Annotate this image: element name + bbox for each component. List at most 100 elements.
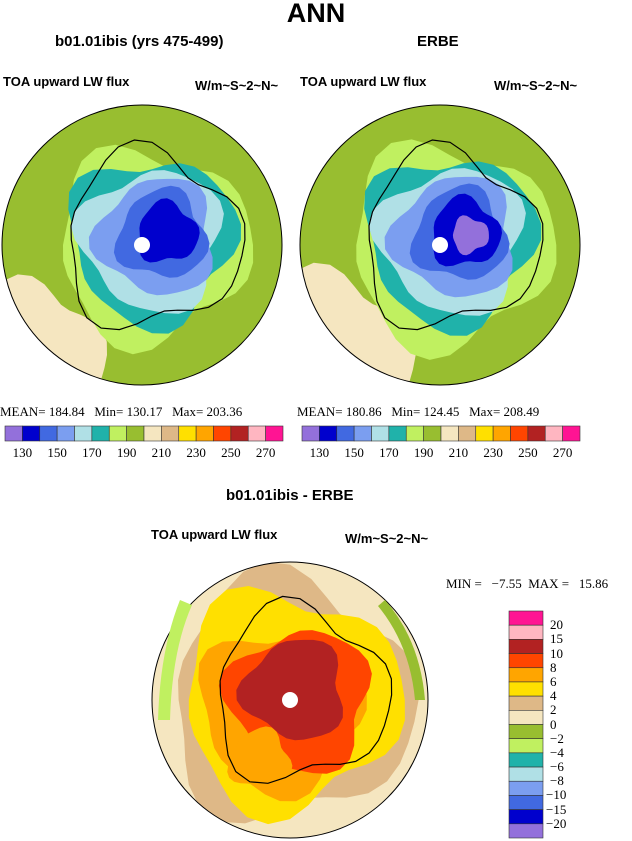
contour-region bbox=[139, 198, 200, 263]
colorbar-obs-box bbox=[371, 425, 390, 442]
contour-region bbox=[452, 215, 489, 256]
colorbar-tick-label: 170 bbox=[379, 445, 399, 460]
colorbar-tick-label: 130 bbox=[309, 445, 330, 460]
colorbar-model-box bbox=[265, 425, 284, 442]
colorbar-model-box bbox=[56, 425, 75, 442]
diff-title: b01.01ibis - ERBE bbox=[226, 487, 354, 504]
variable-label-obs: TOA upward LW flux bbox=[300, 74, 427, 89]
colorbar-tick-label: 250 bbox=[221, 445, 241, 460]
colorbar-obs-box bbox=[562, 425, 581, 442]
contour-region bbox=[236, 639, 343, 741]
colorbar-diff-box bbox=[508, 610, 544, 626]
colorbar-model-box bbox=[247, 425, 266, 442]
stats-model: MEAN= 184.84 Min= 130.17 Max= 203.36 bbox=[0, 404, 243, 419]
colorbar-tick-label: 4 bbox=[550, 688, 557, 704]
colorbar-model-box bbox=[126, 425, 145, 442]
pole-marker bbox=[282, 692, 298, 708]
colorbar-model-box bbox=[91, 425, 110, 442]
colorbar-tick-label: 6 bbox=[550, 673, 557, 689]
negative-band bbox=[158, 600, 192, 720]
colorbar-tick-label: 150 bbox=[344, 445, 364, 460]
colorbar-diff-box bbox=[508, 710, 544, 725]
colorbar-obs-box bbox=[319, 425, 338, 442]
map-field bbox=[2, 105, 282, 385]
colorbar-tick-label: −6 bbox=[550, 759, 564, 775]
colorbar-diff-box bbox=[508, 724, 544, 739]
colorbar-tick-label: 210 bbox=[448, 445, 469, 460]
map-border bbox=[299, 104, 581, 386]
colorbar-obs-box bbox=[475, 425, 494, 442]
panel-title-model: b01.01ibis (yrs 475-499) bbox=[55, 33, 224, 50]
pole-marker bbox=[432, 237, 448, 253]
colorbar-diff-box bbox=[508, 780, 544, 796]
colorbar-obs-box bbox=[388, 425, 407, 442]
colorbar-obs-box bbox=[336, 425, 355, 442]
colorbar-tick-label: 10 bbox=[550, 645, 563, 661]
colorbar-tick-label: 170 bbox=[82, 445, 102, 460]
colorbar-tick-label: 190 bbox=[413, 445, 434, 460]
colorbar-tick-label: 230 bbox=[483, 445, 503, 460]
colorbar-tick-label: −20 bbox=[546, 815, 567, 831]
colorbar-model-box bbox=[213, 425, 232, 442]
colorbar-obs-box bbox=[527, 425, 546, 442]
colorbar-tick-label: 20 bbox=[550, 617, 563, 633]
colorbar-obs-box bbox=[405, 425, 424, 442]
colorbar-obs-box bbox=[353, 425, 372, 442]
diff-edge-bands bbox=[158, 600, 425, 720]
colorbar-tick-label: 0 bbox=[550, 716, 557, 732]
colorbar-diff-box bbox=[508, 653, 544, 669]
diff-variable-label: TOA upward LW flux bbox=[151, 527, 278, 542]
colorbar-tick-label: 190 bbox=[116, 445, 137, 460]
colorbar-model-box bbox=[230, 425, 249, 442]
colorbar-diff-box bbox=[508, 639, 544, 654]
colorbar-obs-box bbox=[440, 425, 459, 442]
colorbar-obs-box bbox=[301, 425, 320, 442]
contour-region bbox=[227, 726, 293, 790]
map-border bbox=[151, 561, 429, 839]
colorbar-model-box bbox=[39, 425, 58, 442]
colorbar-diff-box bbox=[508, 823, 544, 839]
colorbar-model-box bbox=[108, 425, 127, 442]
diff-stats: MIN = −7.55 MAX = 15.86 bbox=[446, 576, 609, 591]
colorbar-model-box bbox=[74, 425, 93, 442]
figure-title: ANN bbox=[286, 0, 346, 28]
colorbar-model-box bbox=[143, 425, 162, 442]
colorbar-tick-label: −10 bbox=[546, 787, 567, 803]
colorbar-tick-label: 270 bbox=[552, 445, 573, 460]
colorbar-tick-label: 15 bbox=[550, 631, 563, 647]
colorbar-diff-box bbox=[508, 624, 544, 640]
antarctica-coastline bbox=[368, 139, 544, 331]
colorbar-diff-box bbox=[508, 766, 544, 782]
colorbar-tick-label: 250 bbox=[518, 445, 538, 460]
colorbar-model-box bbox=[195, 425, 214, 442]
colorbar-obs-box bbox=[492, 425, 511, 442]
colorbar-obs-box bbox=[510, 425, 529, 442]
antarctica-coastline bbox=[219, 595, 393, 784]
colorbar-diff-box bbox=[508, 752, 544, 768]
colorbar-tick-label: 150 bbox=[47, 445, 67, 460]
colorbar-diff-box bbox=[508, 681, 544, 697]
colorbar-model-box bbox=[161, 425, 180, 442]
colorbar-tick-label: 230 bbox=[186, 445, 206, 460]
colorbar-obs-box bbox=[423, 425, 442, 442]
colorbar-tick-label: 270 bbox=[255, 445, 276, 460]
diff-units-label: W/m~S~2~N~ bbox=[345, 531, 429, 546]
colorbar-tick-label: −4 bbox=[550, 744, 564, 760]
colorbar-obs-box bbox=[544, 425, 563, 442]
colorbar-tick-label: 210 bbox=[151, 445, 172, 460]
colorbar-tick-label: −8 bbox=[550, 773, 564, 789]
colorbar-tick-label: 2 bbox=[550, 702, 557, 718]
colorbar-obs-box bbox=[458, 425, 477, 442]
colorbar-tick-label: 8 bbox=[550, 659, 557, 675]
units-label-obs: W/m~S~2~N~ bbox=[494, 78, 578, 93]
colorbar-diff-box bbox=[508, 695, 544, 711]
map-border bbox=[1, 104, 283, 386]
colorbar-model-box bbox=[22, 425, 41, 442]
colorbar-diff-box bbox=[508, 667, 544, 683]
colorbar-tick-label: −2 bbox=[550, 730, 564, 746]
colorbar-model-box bbox=[4, 425, 23, 442]
antarctica-coastline bbox=[70, 139, 246, 331]
colorbar-diff-box bbox=[508, 738, 544, 754]
negative-band bbox=[378, 600, 425, 700]
